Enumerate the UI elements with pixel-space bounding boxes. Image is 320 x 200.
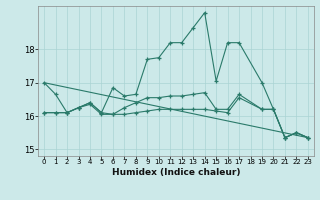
X-axis label: Humidex (Indice chaleur): Humidex (Indice chaleur) — [112, 168, 240, 177]
